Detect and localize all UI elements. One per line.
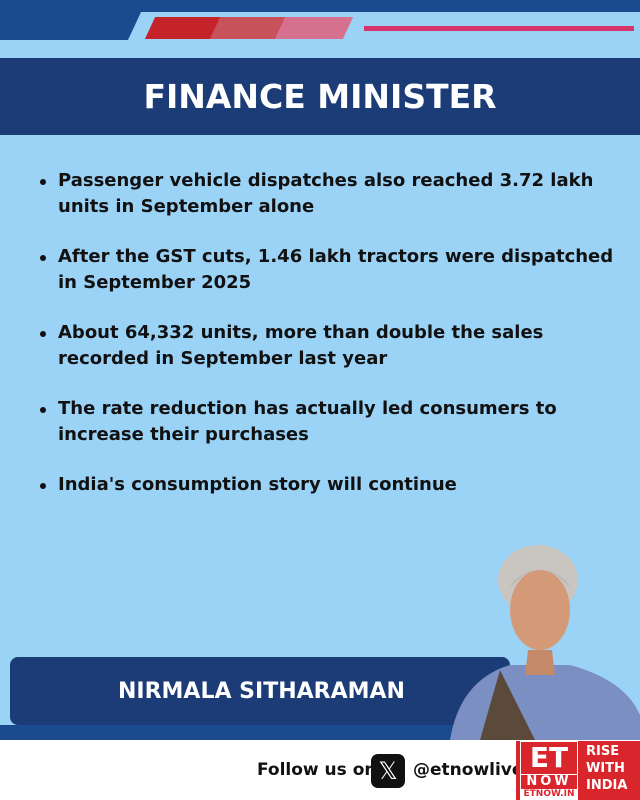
tagline-line: RISE xyxy=(586,744,620,759)
follow-text: Follow us on xyxy=(257,760,377,780)
title-bar: FINANCE MINISTER xyxy=(0,58,640,135)
list-item: Passenger vehicle dispatches also reache… xyxy=(40,168,620,220)
speaker-portrait xyxy=(450,545,640,740)
logo-now: NOW xyxy=(521,774,577,789)
logo-et: ET xyxy=(529,741,569,774)
list-item: The rate reduction has actually led cons… xyxy=(40,396,620,448)
logo-url: ETNOW.IN xyxy=(521,789,577,800)
accent-line xyxy=(364,26,634,31)
et-now-logo: ET NOW ETNOW.IN RISE WITH INDIA xyxy=(516,741,640,800)
accent-segment xyxy=(274,17,354,39)
bullet-list: Passenger vehicle dispatches also reache… xyxy=(40,168,620,522)
logo-tagline: RISE WITH INDIA xyxy=(586,743,627,794)
speaker-name-bar: NIRMALA SITHARAMAN xyxy=(10,657,510,725)
list-item: India's consumption story will continue xyxy=(40,472,620,498)
tagline-line: WITH xyxy=(586,761,625,776)
speaker-name: NIRMALA SITHARAMAN xyxy=(118,678,405,704)
social-handle-link[interactable]: @etnowlive xyxy=(413,760,524,780)
tagline-line: INDIA xyxy=(586,778,628,793)
header-divider xyxy=(0,40,640,58)
x-icon[interactable]: 𝕏 xyxy=(371,754,405,788)
page-title: FINANCE MINISTER xyxy=(143,77,497,116)
list-item: After the GST cuts, 1.46 lakh tractors w… xyxy=(40,244,620,296)
list-item: About 64,332 units, more than double the… xyxy=(40,320,620,372)
